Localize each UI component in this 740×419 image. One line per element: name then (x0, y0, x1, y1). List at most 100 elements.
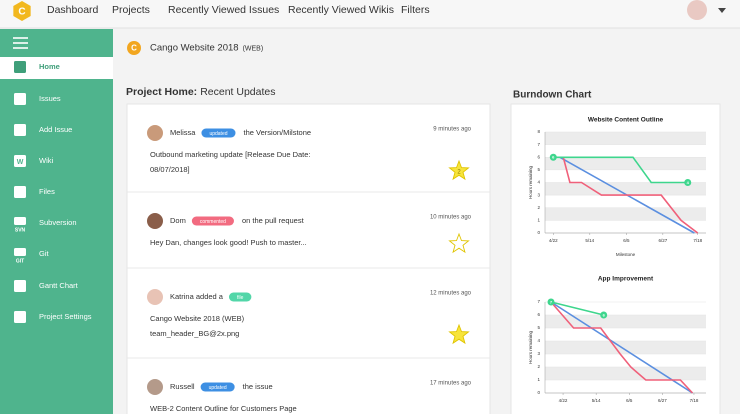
action-text: the Version/Milstone (244, 128, 312, 137)
badge (201, 128, 236, 138)
sidebar-icon[interactable] (14, 280, 26, 292)
update-text: Outbound marketing update [Release Due D… (150, 150, 311, 159)
end-label: 7 (550, 299, 553, 304)
sidebar-icon[interactable] (14, 124, 26, 136)
sidebar-icon[interactable] (14, 217, 26, 225)
y-tick-label: 1 (537, 377, 540, 382)
star[interactable] (448, 232, 470, 254)
x-tick-label: 5/14 (592, 398, 601, 403)
end-marker (547, 298, 555, 306)
logo-letter: C (18, 7, 25, 18)
y-tick-label: 5 (537, 167, 540, 172)
chart-section-title: Burndown Chart (513, 90, 592, 101)
icon-text: SVN (15, 227, 26, 233)
y-tick-label: 6 (537, 312, 540, 317)
badge-text: file (237, 295, 244, 301)
update-text: Hey Dan, changes look good! Push to mast… (150, 238, 307, 247)
x-tick-label: 6/27 (658, 398, 667, 403)
sidebar-icon[interactable] (14, 311, 26, 323)
end-marker (684, 179, 692, 186)
sidebar-item[interactable]: Wiki (39, 156, 53, 165)
x-tick-label: 7/18 (690, 398, 699, 403)
update-text: Cango Website 2018 (WEB) (150, 314, 245, 323)
nav-item[interactable]: Projects (112, 4, 150, 16)
sidebar-item[interactable]: Issues (39, 94, 61, 103)
menu-icon[interactable] (13, 37, 28, 49)
nav-item[interactable]: Filters (401, 4, 430, 16)
sidebar-item[interactable]: Subversion (39, 218, 77, 227)
dropdown-caret[interactable] (718, 8, 726, 13)
avatar (147, 379, 163, 395)
nav-item[interactable]: Dashboard (47, 4, 99, 16)
x-axis-label: Milestone (616, 252, 636, 257)
star[interactable] (448, 159, 470, 181)
grid-band (545, 315, 706, 328)
end-marker (600, 311, 608, 319)
series-line (550, 301, 694, 394)
x-tick-label: 5/14 (585, 238, 594, 243)
update-text: WEB-2 Content Outline for Customers Page (150, 404, 297, 413)
avatar (147, 289, 163, 305)
logo-shape (13, 1, 31, 21)
update-text: 08/07/2018] (150, 165, 190, 174)
sidebar-icon[interactable] (14, 248, 26, 256)
top-bar (0, 0, 740, 28)
project-key: (WEB) (243, 45, 264, 52)
sidebar-icon[interactable] (14, 186, 26, 198)
y-tick-label: 4 (537, 180, 540, 185)
project-logo-bg (127, 41, 141, 55)
chart-card (510, 103, 721, 417)
sidebar-icon[interactable] (14, 61, 26, 73)
series-line (553, 156, 688, 184)
sidebar-icon[interactable] (14, 93, 26, 105)
series-line (550, 301, 604, 316)
x-tick-label: 4/22 (559, 398, 568, 403)
active-item (0, 57, 113, 79)
action-text: the issue (243, 382, 273, 391)
user-name: Russell (170, 382, 195, 391)
project-logo: C (131, 44, 137, 53)
sidebar-item[interactable]: Gantt Chart (39, 281, 79, 290)
end-label: 4 (687, 180, 690, 185)
nav-item[interactable]: Recently Viewed Issues (168, 4, 279, 16)
y-tick-label: 0 (537, 390, 540, 395)
sidebar-item[interactable]: Project Settings (39, 312, 92, 321)
section-heading: Recent Updates (200, 86, 275, 98)
sidebar-item[interactable]: Files (39, 187, 55, 196)
avatar (147, 125, 163, 141)
badge (200, 382, 235, 392)
sidebar-item[interactable]: Add Issue (39, 125, 72, 134)
end-label: 6 (552, 155, 555, 160)
grid-band (545, 341, 706, 354)
user-avatar[interactable] (687, 0, 707, 20)
sidebar-icon[interactable] (14, 155, 26, 167)
sidebar-item[interactable]: Home (39, 62, 60, 71)
y-tick-label: 3 (537, 351, 540, 356)
grid-band (545, 157, 706, 170)
y-tick-label: 7 (537, 299, 540, 304)
badge-text: commented (200, 219, 226, 225)
project-name: Cango Website 2018 (150, 43, 239, 54)
user-name: Melissa (170, 128, 196, 137)
badge-text: updated (209, 385, 227, 391)
update-text: team_header_BG@2x.png (150, 329, 239, 338)
timestamp: 10 minutes ago (430, 215, 472, 221)
nav-item[interactable]: Recently Viewed Wikis (288, 4, 394, 16)
y-tick-label: 0 (537, 230, 540, 235)
x-tick-label: 6/5 (623, 238, 630, 243)
end-marker (549, 153, 557, 161)
y-tick-label: 2 (537, 364, 540, 369)
y-tick-label: 6 (537, 154, 540, 159)
y-tick-label: 2 (537, 205, 540, 210)
sidebar-item[interactable]: Git (39, 249, 50, 258)
timestamp: 17 minutes ago (430, 381, 472, 387)
icon-text: GIT (16, 258, 24, 264)
section-heading: Project Home: (126, 86, 197, 98)
y-tick-label: 5 (537, 325, 540, 330)
y-tick-label: 4 (537, 338, 540, 343)
star[interactable] (448, 323, 470, 345)
chart-title: Website Content Outline (588, 117, 664, 124)
y-axis-label: Hours remaining (528, 165, 533, 199)
user-name: Katrina added a (170, 292, 224, 301)
